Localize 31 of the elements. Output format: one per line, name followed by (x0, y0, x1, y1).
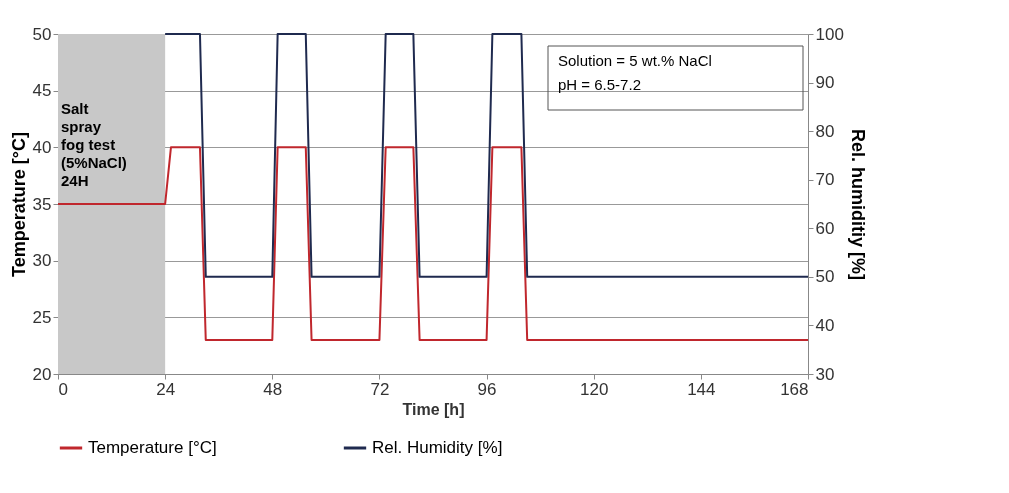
legend-label: Rel. Humidity [%] (372, 438, 503, 457)
x-tick-label: 24 (156, 379, 176, 399)
y-tick-label: 25 (32, 307, 52, 327)
annotation: pH = 6.5-7.2 (558, 76, 641, 93)
y-tick-label: 40 (32, 137, 52, 157)
x-tick-label: 144 (687, 379, 716, 399)
y-tick-label: 45 (32, 81, 52, 101)
y2-tick-label: 90 (815, 73, 835, 93)
x-tick-label: 120 (580, 379, 609, 399)
y2-tick-label: 40 (815, 315, 835, 335)
y2-axis-title: Rel. humiditiy [%] (847, 128, 868, 281)
x-tick-label: 72 (370, 379, 390, 399)
y-tick-label: 20 (32, 364, 52, 384)
legend-label: Temperature [°C] (88, 438, 217, 457)
x-tick-label: 168 (780, 379, 809, 399)
y-tick-label: 35 (32, 194, 52, 214)
y2-tick-label: 80 (815, 121, 835, 141)
y2-tick-label: 30 (815, 364, 835, 384)
y2-tick-label: 70 (815, 170, 835, 190)
x-tick-label: 0 (58, 379, 68, 399)
band-label: Salt spray fog test (5%NaCl) 24H (61, 100, 127, 189)
annotation: Solution = 5 wt.% NaCl (558, 52, 712, 69)
x-tick-label: 96 (477, 379, 497, 399)
y2-tick-label: 50 (815, 267, 835, 287)
y-axis-title: Temperature [°C] (8, 132, 29, 277)
y-tick-label: 30 (32, 251, 52, 271)
x-tick-label: 48 (263, 379, 283, 399)
y-tick-label: 50 (32, 24, 52, 44)
y2-tick-label: 100 (815, 24, 844, 44)
y2-tick-label: 60 (815, 218, 835, 238)
x-axis-title: Time [h] (402, 400, 465, 418)
